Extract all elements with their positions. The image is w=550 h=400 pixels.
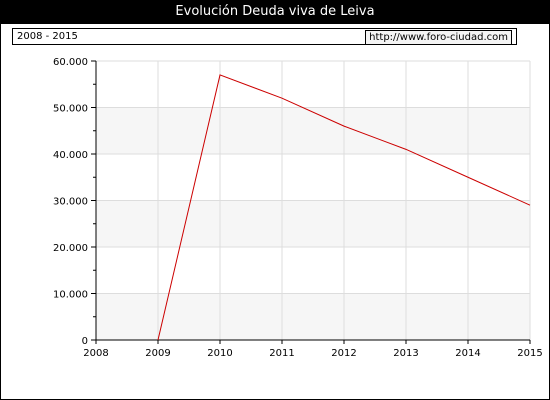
y-tick-label: 60.000 — [53, 57, 88, 68]
x-tick-label: 2008 — [83, 348, 108, 359]
y-tick-label: 50.000 — [53, 104, 88, 115]
y-tick-label: 40.000 — [53, 150, 88, 161]
x-tick-label: 2009 — [145, 348, 170, 359]
x-tick-label: 2015 — [517, 348, 542, 359]
y-tick-label: 0 — [82, 336, 88, 347]
period-label: 2008 - 2015 — [17, 31, 78, 42]
chart-title: Evolución Deuda viva de Leiva — [0, 0, 550, 24]
background-band — [96, 107, 530, 154]
source-url: http://www.foro-ciudad.com — [365, 30, 512, 45]
y-tick-label: 30.000 — [53, 197, 88, 208]
x-tick-label: 2011 — [269, 348, 294, 359]
y-tick-label: 20.000 — [53, 243, 88, 254]
background-band — [96, 293, 530, 340]
background-band — [96, 200, 530, 247]
series-line — [157, 74, 531, 341]
x-tick-label: 2010 — [207, 348, 232, 359]
y-tick-label: 10.000 — [53, 290, 88, 301]
x-tick-label: 2012 — [331, 348, 356, 359]
info-box: 2008 - 2015 http://www.foro-ciudad.com — [12, 28, 517, 45]
x-tick-label: 2013 — [393, 348, 418, 359]
x-tick-label: 2014 — [455, 348, 480, 359]
